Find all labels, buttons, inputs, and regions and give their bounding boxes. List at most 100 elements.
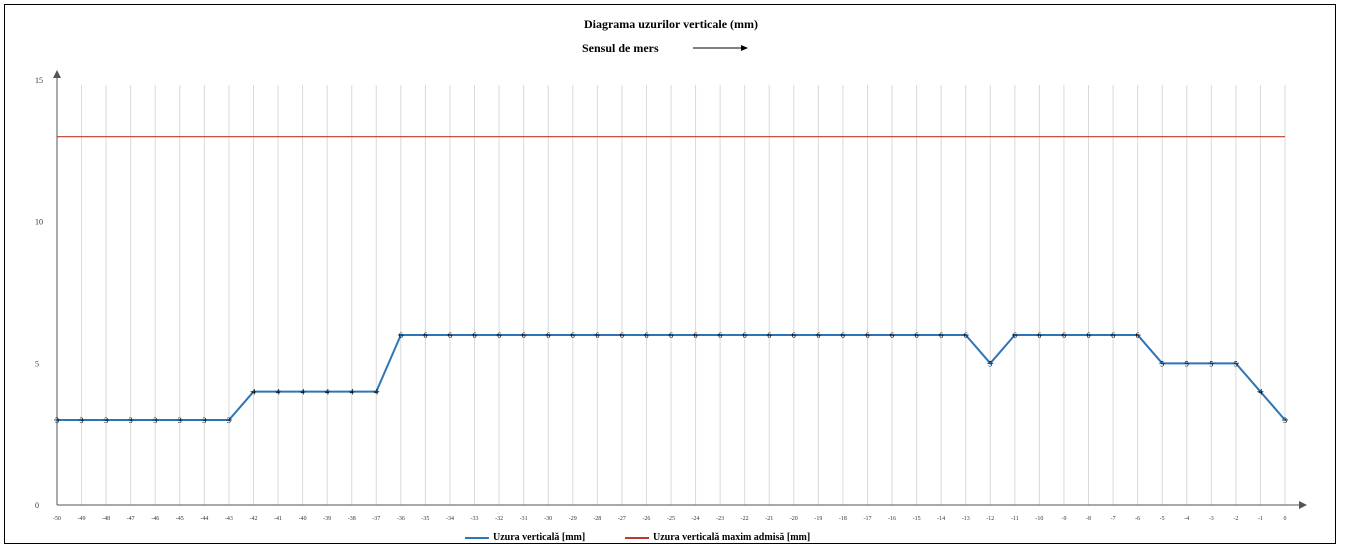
data-label: 4 (374, 388, 378, 397)
data-label: 6 (399, 331, 403, 340)
data-label: 6 (1087, 331, 1091, 340)
x-tick-label: -16 (888, 516, 896, 522)
data-label: 3 (178, 416, 182, 425)
data-label: 6 (571, 331, 575, 340)
x-tick-label: -13 (962, 516, 970, 522)
data-label: 4 (325, 388, 329, 397)
x-tick-label: -27 (618, 516, 626, 522)
x-tick-label: -41 (274, 516, 282, 522)
x-tick-label: -1 (1258, 516, 1263, 522)
x-tick-label: -33 (471, 516, 479, 522)
data-label: 3 (202, 416, 206, 425)
x-tick-label: -31 (520, 516, 528, 522)
x-tick-label: -14 (937, 516, 945, 522)
x-tick-label: -23 (716, 516, 724, 522)
legend-swatch-wear (465, 536, 489, 539)
x-tick-label: -6 (1135, 516, 1140, 522)
x-tick-label: -29 (569, 516, 577, 522)
data-label: 6 (546, 331, 550, 340)
x-tick-label: -26 (642, 516, 650, 522)
data-label: 3 (153, 416, 157, 425)
x-tick-label: -34 (446, 516, 454, 522)
legend-item-wear: Uzura verticală [mm] (465, 532, 585, 543)
x-tick-label: 0 (1284, 516, 1287, 522)
data-label: 3 (1283, 416, 1287, 425)
x-tick-label: -9 (1061, 516, 1066, 522)
data-label: 5 (1160, 359, 1164, 368)
data-label: 3 (80, 416, 84, 425)
data-label: 3 (55, 416, 59, 425)
data-label: 6 (423, 331, 427, 340)
data-label: 6 (743, 331, 747, 340)
x-tick-label: -35 (421, 516, 429, 522)
data-label: 3 (104, 416, 108, 425)
data-label: 6 (694, 331, 698, 340)
data-label: 4 (276, 388, 280, 397)
data-label: 6 (1013, 331, 1017, 340)
x-tick-label: -49 (78, 516, 86, 522)
data-label: 6 (620, 331, 624, 340)
data-label: 6 (816, 331, 820, 340)
y-axis-arrow-icon (53, 70, 61, 78)
data-label: 6 (865, 331, 869, 340)
x-tick-label: -38 (348, 516, 356, 522)
data-label: 6 (497, 331, 501, 340)
x-tick-label: -7 (1111, 516, 1116, 522)
data-label: 6 (1111, 331, 1115, 340)
data-label: 6 (915, 331, 919, 340)
x-tick-label: -43 (225, 516, 233, 522)
data-label: 6 (473, 331, 477, 340)
x-tick-label: -28 (593, 516, 601, 522)
data-label: 5 (1185, 359, 1189, 368)
x-tick-label: -11 (1011, 516, 1019, 522)
y-tick-label: 0 (35, 501, 39, 510)
data-label: 6 (669, 331, 673, 340)
data-label: 4 (1258, 388, 1262, 397)
x-tick-label: -40 (299, 516, 307, 522)
x-tick-label: -10 (1035, 516, 1043, 522)
x-tick-label: -19 (814, 516, 822, 522)
x-tick-label: -8 (1086, 516, 1091, 522)
data-label: 6 (939, 331, 943, 340)
data-label: 6 (644, 331, 648, 340)
data-label: 6 (841, 331, 845, 340)
x-tick-label: -48 (102, 516, 110, 522)
chart-title: Diagrama uzurilor verticale (mm) (583, 17, 759, 31)
x-tick-label: -2 (1233, 516, 1238, 522)
data-label: 6 (964, 331, 968, 340)
x-tick-label: -45 (176, 516, 184, 522)
legend-swatch-max (625, 536, 649, 539)
x-tick-label: -24 (692, 516, 700, 522)
x-tick-label: -47 (127, 516, 135, 522)
data-label: 6 (792, 331, 796, 340)
y-tick-label: 5 (35, 359, 39, 368)
data-label: 4 (350, 388, 354, 397)
data-label: 6 (522, 331, 526, 340)
data-label: 4 (251, 388, 255, 397)
x-tick-label: -32 (495, 516, 503, 522)
x-tick-label: -15 (913, 516, 921, 522)
data-label: 3 (129, 416, 133, 425)
x-tick-label: -44 (200, 516, 208, 522)
data-label: 6 (890, 331, 894, 340)
legend-label-max: Uzura verticală maxim admisă [mm] (653, 532, 811, 543)
x-tick-label: -3 (1209, 516, 1214, 522)
x-tick-label: -20 (790, 516, 798, 522)
x-tick-label: -4 (1184, 516, 1189, 522)
data-label: 6 (1062, 331, 1066, 340)
legend-item-max: Uzura verticală maxim admisă [mm] (625, 532, 810, 543)
data-label: 5 (988, 359, 992, 368)
y-tick-label: 10 (35, 218, 43, 227)
x-tick-label: -50 (53, 516, 61, 522)
x-tick-label: -5 (1160, 516, 1165, 522)
data-label: 3 (227, 416, 231, 425)
x-tick-label: -30 (544, 516, 552, 522)
x-tick-label: -22 (741, 516, 749, 522)
data-label: 5 (1234, 359, 1238, 368)
x-tick-label: -21 (765, 516, 773, 522)
data-label: 6 (448, 331, 452, 340)
y-tick-label: 15 (35, 76, 43, 85)
direction-arrow-icon (693, 45, 748, 51)
data-label: 6 (718, 331, 722, 340)
